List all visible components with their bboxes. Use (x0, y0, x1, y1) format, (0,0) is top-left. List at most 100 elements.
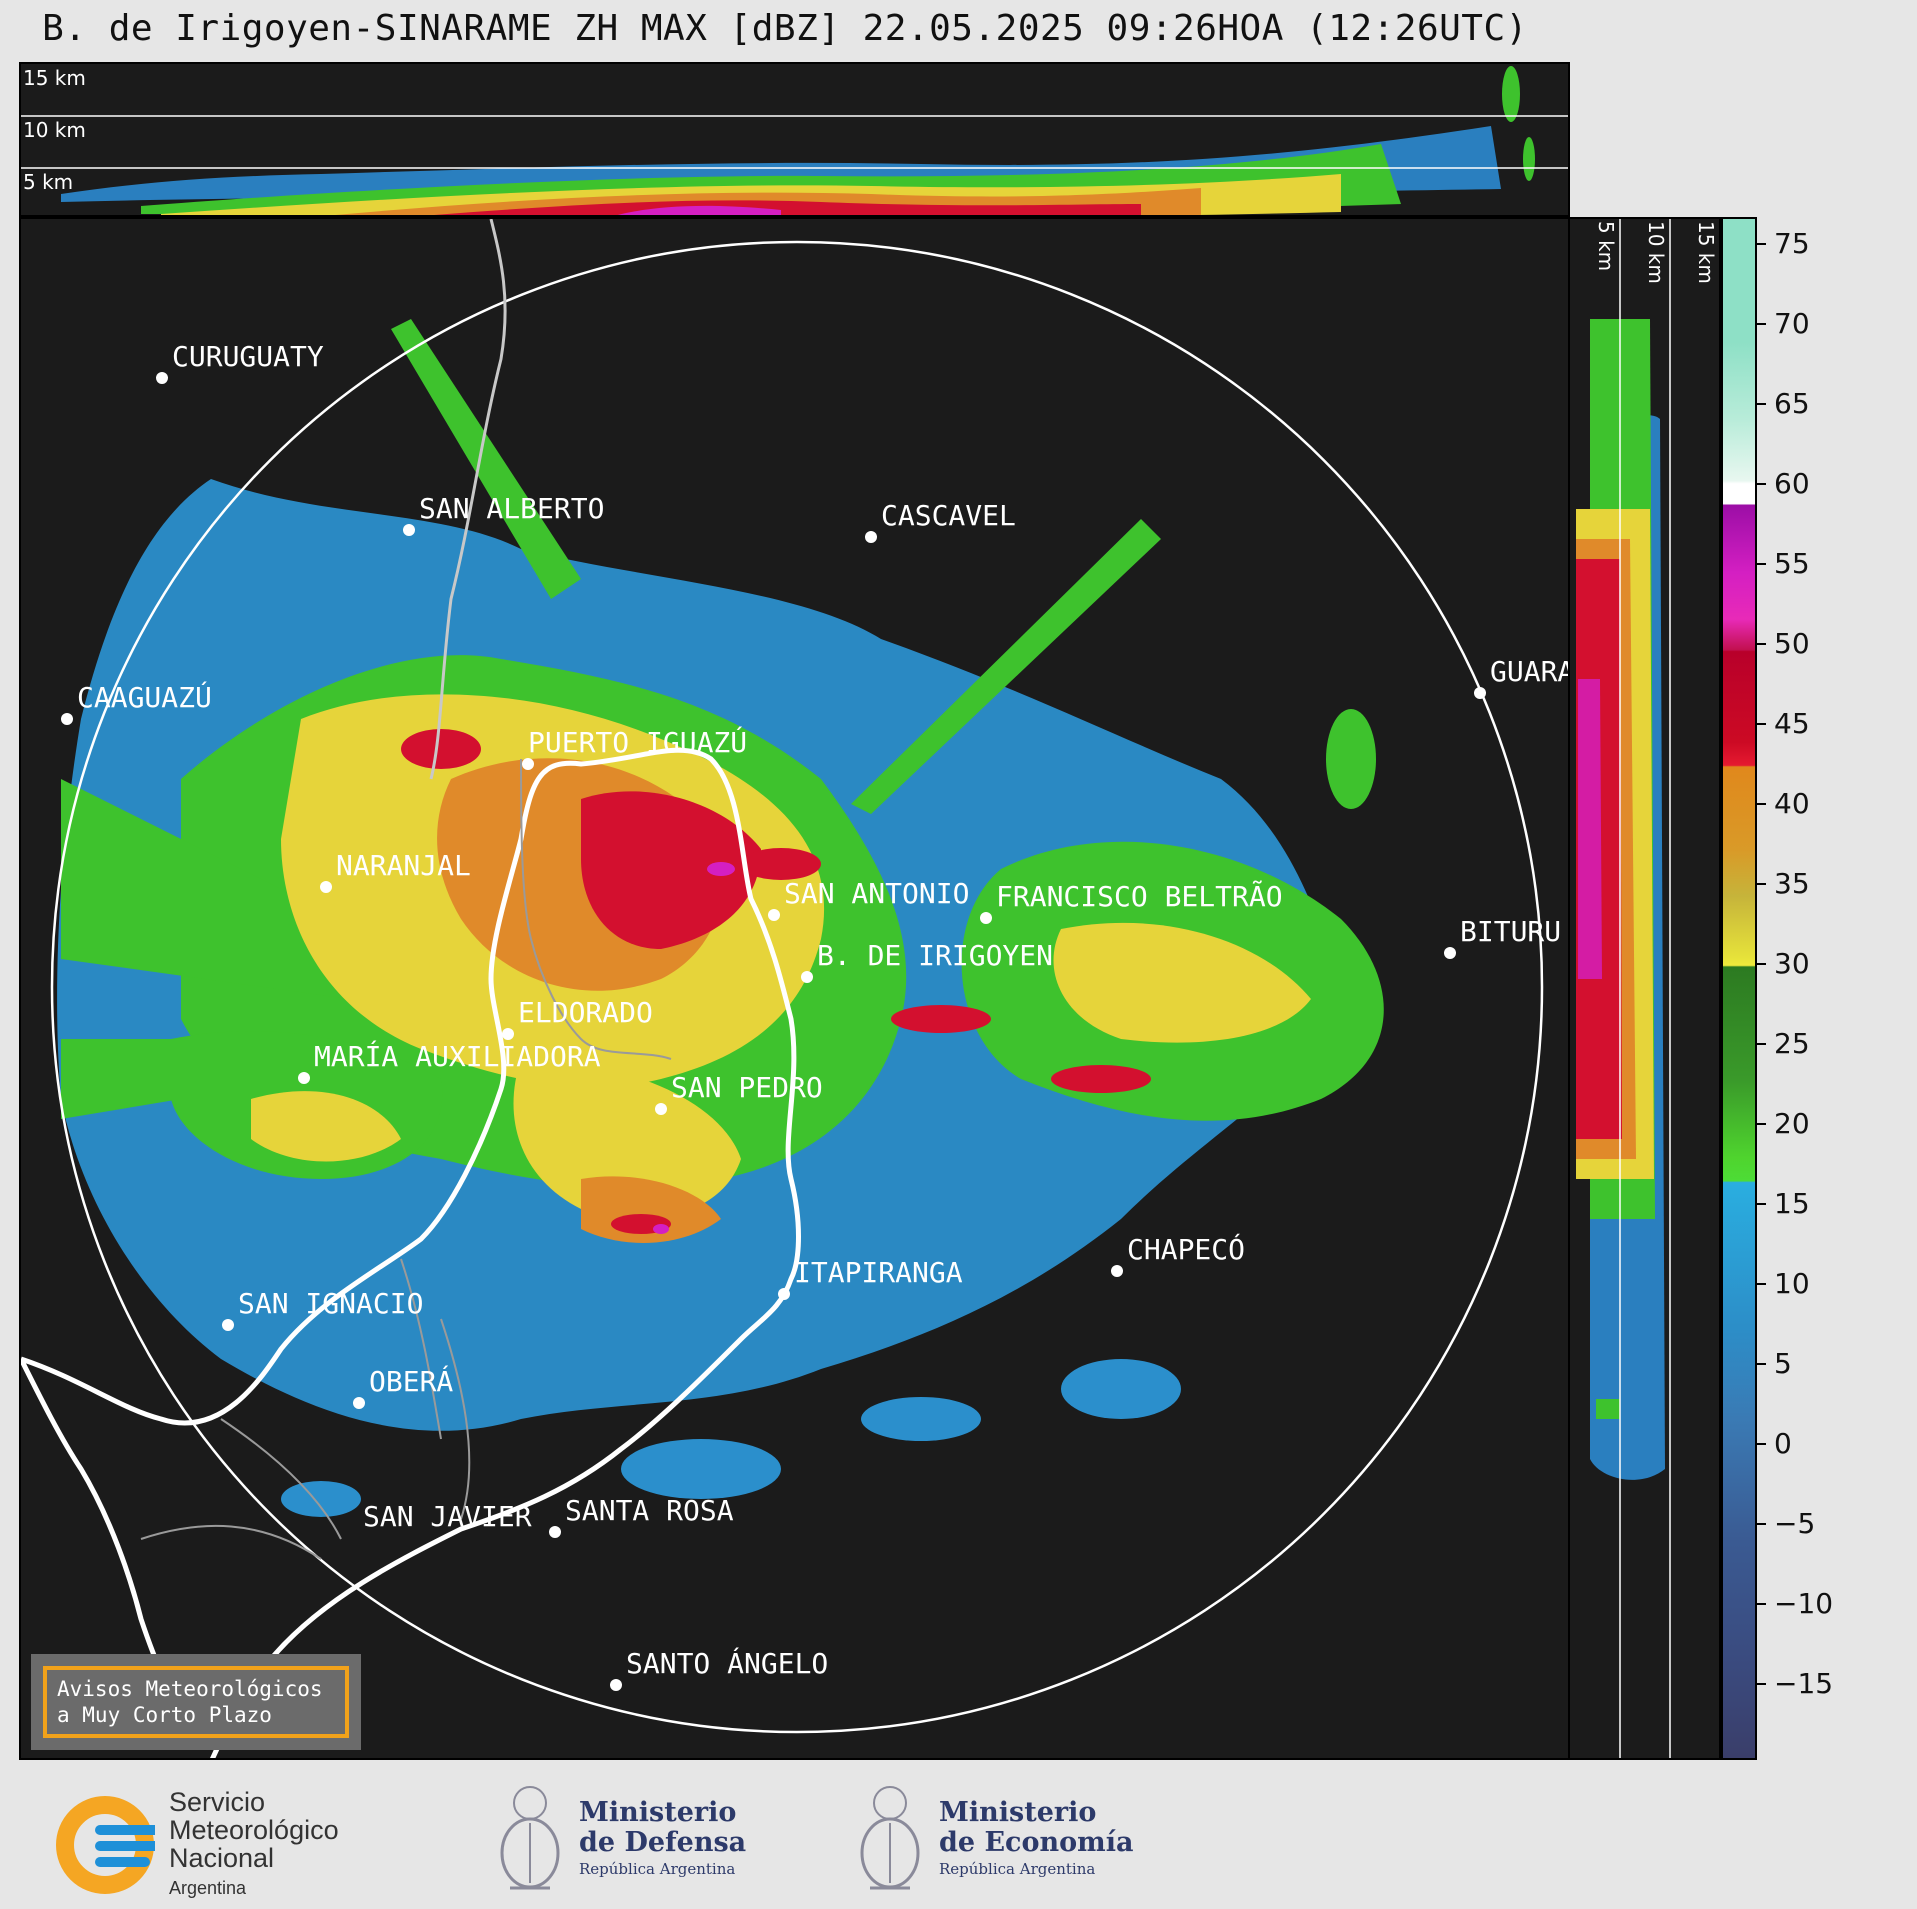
city-marker-san-pedro (655, 1103, 667, 1115)
smn-line1: Servicio (169, 1787, 266, 1817)
colorbar-tick: −10 (1757, 1587, 1833, 1620)
footer-logos: Servicio Meteorológico Nacional Argentin… (0, 1760, 1917, 1909)
colorbar-tick-label: 40 (1774, 787, 1810, 820)
city-marker-chapeco (1111, 1265, 1123, 1277)
city-label-san-javier: SAN JAVIER (363, 1500, 532, 1533)
colorbar-tick: 55 (1757, 547, 1810, 580)
colorbar-tick: 20 (1757, 1107, 1810, 1140)
city-marker-eldorado (502, 1028, 514, 1040)
economia-logo: Ministerio de Economía República Argenti… (855, 1778, 1133, 1898)
smn-line2: Meteorológico (169, 1815, 339, 1845)
colorbar-tick-label: 35 (1774, 867, 1810, 900)
colorbar-tick-mark (1757, 242, 1766, 245)
colorbar-tick: 60 (1757, 467, 1810, 500)
city-marker-itapiranga (778, 1288, 790, 1300)
city-marker-san-alberto (403, 524, 415, 536)
city-label-cascavel: CASCAVEL (881, 499, 1016, 532)
colorbar-tick-label: 25 (1774, 1027, 1810, 1060)
city-label-bituru: BITURU (1460, 915, 1561, 948)
city-label-b-de-irigoyen: B. DE IRIGOYEN (817, 939, 1053, 972)
city-label-santa-rosa: SANTA ROSA (565, 1494, 734, 1527)
colorbar-tick: 5 (1757, 1347, 1792, 1380)
colorbar-tick-label: 15 (1774, 1187, 1810, 1220)
map-title: B. de Irigoyen-SINARAME ZH MAX [dBZ] 22.… (42, 8, 1528, 49)
colorbar-tick: 30 (1757, 947, 1810, 980)
top-height-label-10km: 10 km (23, 118, 86, 142)
colorbar-tick-label: 60 (1774, 467, 1810, 500)
economia-line3: República Argentina (939, 1860, 1096, 1878)
smn-line4: Argentina (169, 1878, 247, 1898)
colorbar-tick: 25 (1757, 1027, 1810, 1060)
warning-legend-frame: Avisos Meteorológicos a Muy Corto Plazo (43, 1666, 349, 1738)
city-label-guara: GUARA (1490, 655, 1570, 688)
city-label-santo-angelo: SANTO ÁNGELO (626, 1646, 828, 1680)
city-label-chapeco: CHAPECÓ (1127, 1232, 1245, 1266)
economia-line2: de Economía (939, 1827, 1134, 1858)
colorbar-tick: 40 (1757, 787, 1810, 820)
city-marker-santa-rosa (549, 1526, 561, 1538)
colorbar-tick-label: 50 (1774, 627, 1810, 660)
warning-legend-line1: Avisos Meteorológicos (57, 1677, 323, 1701)
city-label-curuguaty: CURUGUATY (172, 340, 324, 373)
colorbar-tick: 45 (1757, 707, 1810, 740)
colorbar-tick-labels: 75 70 65 60 55 50 45 40 35 30 25 20 15 10 5 0 −5 −10 −15 (1757, 217, 1887, 1760)
colorbar-tick-mark (1757, 1682, 1766, 1685)
city-marker-obera (353, 1397, 365, 1409)
dbz-colorbar (1721, 217, 1757, 1760)
colorbar-tick-mark (1757, 402, 1766, 405)
city-marker-guara (1474, 687, 1486, 699)
city-labels: CURUGUATY SAN ALBERTO CASCAVEL CAAGUAZÚ … (77, 340, 1570, 1680)
defensa-line2: de Defensa (579, 1827, 747, 1858)
echo-layer-magenta (653, 862, 735, 1234)
colorbar-tick-mark (1757, 482, 1766, 485)
colorbar-tick-mark (1757, 1202, 1766, 1205)
defensa-line1: Ministerio (579, 1797, 737, 1828)
city-label-caaguazu: CAAGUAZÚ (77, 680, 212, 714)
defensa-logo: Ministerio de Defensa República Argentin… (495, 1778, 746, 1898)
city-label-naranjal: NARANJAL (336, 849, 471, 882)
economia-line1: Ministerio (939, 1797, 1097, 1828)
colorbar-tick: 35 (1757, 867, 1810, 900)
city-label-eldorado: ELDORADO (518, 996, 653, 1029)
city-marker-naranjal (320, 881, 332, 893)
city-marker-san-antonio (768, 909, 780, 921)
city-label-itapiranga: ITAPIRANGA (794, 1256, 963, 1289)
city-marker-b-de-irigoyen (801, 971, 813, 983)
city-marker-bituru (1444, 947, 1456, 959)
colorbar-tick-label: −5 (1774, 1507, 1816, 1540)
city-label-puerto-iguazu: PUERTO IGUAZÚ (528, 725, 747, 759)
city-marker-curuguaty (156, 372, 168, 384)
smn-line3: Nacional (169, 1843, 275, 1873)
colorbar-tick: 70 (1757, 307, 1810, 340)
range-ring (50, 240, 1544, 1734)
colorbar-tick-label: 10 (1774, 1267, 1810, 1300)
colorbar-tick: −15 (1757, 1667, 1833, 1700)
right-height-label-5km: 5 km (1594, 221, 1618, 272)
colorbar-tick: 75 (1757, 227, 1810, 260)
echo-layer-red (401, 729, 1151, 1234)
top-height-label-5km: 5 km (23, 170, 74, 194)
city-marker-san-ignacio (222, 1319, 234, 1331)
colorbar-tick-mark (1757, 1282, 1766, 1285)
colorbar-tick-mark (1757, 802, 1766, 805)
warning-legend-line2: a Muy Corto Plazo (57, 1703, 272, 1727)
colorbar-tick-mark (1757, 1042, 1766, 1045)
top-height-label-15km: 15 km (23, 66, 86, 90)
city-marker-santo-angelo (610, 1679, 622, 1691)
colorbar-tick-mark (1757, 1122, 1766, 1125)
city-marker-francisco-beltrao (980, 912, 992, 924)
defensa-line3: República Argentina (579, 1860, 736, 1878)
city-marker-caaguazu (61, 713, 73, 725)
colorbar-tick: 0 (1757, 1427, 1792, 1460)
right-height-label-15km: 15 km (1694, 221, 1718, 284)
city-label-san-alberto: SAN ALBERTO (419, 492, 604, 525)
colorbar-tick-mark (1757, 882, 1766, 885)
radar-reflectivity-plot: CURUGUATY SAN ALBERTO CASCAVEL CAAGUAZÚ … (21, 219, 1570, 1758)
city-marker-puerto-iguazu (522, 758, 534, 770)
colorbar-tick-mark (1757, 962, 1766, 965)
top-cross-section-panel: 15 km 10 km 5 km (19, 62, 1570, 217)
colorbar-tick-mark (1757, 1442, 1766, 1445)
right-height-label-10km: 10 km (1644, 221, 1668, 284)
smn-logo: Servicio Meteorológico Nacional Argentin… (55, 1788, 339, 1902)
city-markers (61, 372, 1486, 1691)
